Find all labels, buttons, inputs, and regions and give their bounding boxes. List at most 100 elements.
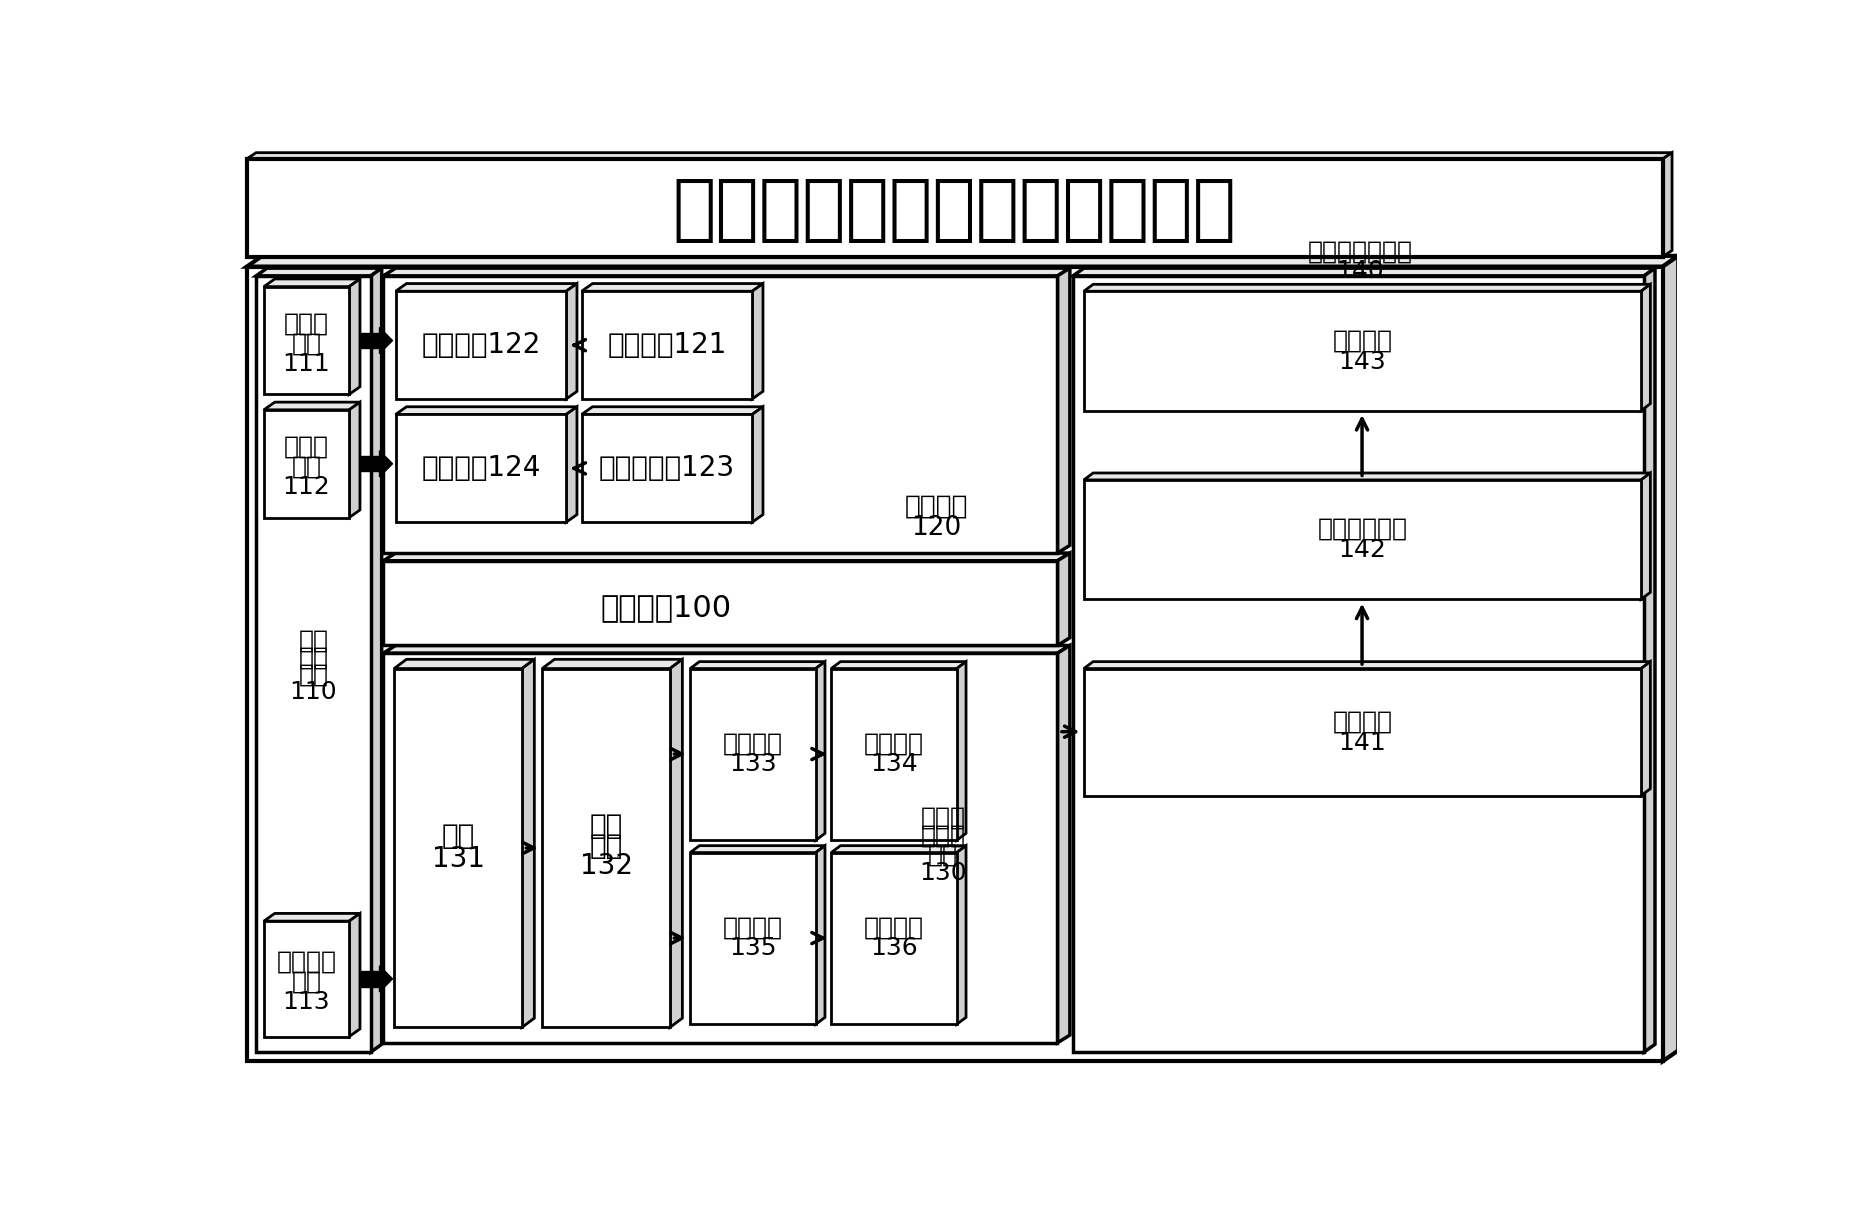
Bar	[246, 267, 1664, 1062]
Bar	[395, 414, 566, 522]
Polygon shape	[753, 407, 764, 522]
Text: 光源模块: 光源模块	[904, 494, 969, 519]
Text: 光纤: 光纤	[291, 455, 322, 478]
Polygon shape	[753, 284, 764, 399]
Text: 控制模块: 控制模块	[1332, 709, 1392, 733]
Polygon shape	[1664, 152, 1673, 256]
Polygon shape	[542, 660, 682, 668]
Polygon shape	[581, 407, 764, 414]
Text: 号采集: 号采集	[920, 824, 965, 848]
Bar	[581, 291, 753, 399]
Polygon shape	[816, 846, 825, 1024]
Polygon shape	[348, 402, 360, 518]
Polygon shape	[380, 451, 393, 477]
Text: 光学信: 光学信	[920, 806, 965, 829]
Bar	[246, 158, 1664, 256]
Polygon shape	[816, 662, 825, 841]
Polygon shape	[1073, 268, 1654, 275]
Text: 光纤: 光纤	[291, 332, 322, 355]
Text: 141: 141	[1338, 731, 1386, 755]
Polygon shape	[348, 279, 360, 395]
Text: 荧光相机: 荧光相机	[864, 732, 924, 756]
Polygon shape	[395, 407, 578, 414]
Polygon shape	[371, 268, 382, 1052]
Text: 激发光源121: 激发光源121	[607, 331, 727, 359]
Polygon shape	[395, 284, 578, 291]
Text: 滤光片三: 滤光片三	[723, 732, 782, 756]
Bar	[360, 971, 380, 987]
Text: 光纤: 光纤	[291, 970, 322, 994]
Polygon shape	[1641, 284, 1651, 411]
Text: 140: 140	[1336, 260, 1384, 283]
Polygon shape	[958, 846, 967, 1024]
Bar	[255, 275, 371, 1052]
Bar	[395, 291, 566, 399]
Bar	[689, 668, 816, 841]
Text: 分光: 分光	[589, 813, 622, 841]
Polygon shape	[265, 279, 360, 286]
Polygon shape	[566, 284, 578, 399]
Text: 滤光片二124: 滤光片二124	[421, 454, 540, 482]
Text: 134: 134	[870, 751, 918, 776]
Polygon shape	[1058, 645, 1069, 1043]
Text: 120: 120	[911, 516, 961, 541]
Polygon shape	[566, 407, 578, 522]
Text: 彩色相机: 彩色相机	[864, 916, 924, 940]
Text: 135: 135	[728, 936, 777, 959]
Bar	[1084, 668, 1641, 796]
Polygon shape	[671, 660, 682, 1027]
Text: 棱镜: 棱镜	[589, 832, 622, 860]
Bar	[1084, 291, 1641, 411]
Text: 143: 143	[1338, 349, 1386, 373]
Text: 可见光: 可见光	[283, 435, 330, 459]
Bar	[689, 853, 816, 1024]
Text: 模块: 模块	[928, 842, 958, 866]
Bar	[360, 333, 380, 348]
Polygon shape	[265, 913, 360, 922]
Text: 滤光片四: 滤光片四	[723, 916, 782, 940]
Text: 控制与处理模块: 控制与处理模块	[1308, 239, 1412, 263]
Text: 132: 132	[579, 853, 633, 881]
Polygon shape	[246, 256, 1679, 267]
Polygon shape	[522, 660, 535, 1027]
Polygon shape	[689, 662, 825, 668]
Text: 内窥: 内窥	[298, 629, 328, 652]
Text: 142: 142	[1338, 539, 1386, 563]
Polygon shape	[1641, 474, 1651, 599]
Polygon shape	[1645, 268, 1654, 1052]
Polygon shape	[384, 553, 1069, 561]
Bar	[265, 922, 348, 1036]
Polygon shape	[384, 268, 1069, 275]
Polygon shape	[384, 645, 1069, 654]
Polygon shape	[380, 327, 393, 354]
Polygon shape	[581, 284, 764, 291]
Polygon shape	[831, 846, 967, 853]
Text: 可见光光源123: 可见光光源123	[598, 454, 734, 482]
Bar	[581, 414, 753, 522]
Text: 111: 111	[283, 352, 330, 376]
Bar	[384, 561, 1058, 645]
Polygon shape	[831, 662, 967, 668]
Bar	[360, 457, 380, 471]
Text: 130: 130	[918, 860, 967, 884]
Text: 131: 131	[432, 844, 484, 872]
Polygon shape	[1084, 284, 1651, 291]
Text: 镜头: 镜头	[298, 646, 328, 669]
Text: 镜头: 镜头	[442, 821, 475, 849]
Polygon shape	[395, 660, 535, 668]
Text: 112: 112	[283, 475, 330, 499]
Text: 显示模块: 显示模块	[1332, 329, 1392, 353]
Polygon shape	[265, 402, 360, 410]
Text: 图像处理模块: 图像处理模块	[1317, 517, 1407, 541]
Bar	[831, 668, 958, 841]
Text: 探测区域100: 探测区域100	[602, 593, 732, 622]
Bar	[395, 668, 522, 1027]
Polygon shape	[1664, 256, 1679, 1062]
Polygon shape	[1084, 474, 1651, 480]
Text: 133: 133	[728, 751, 777, 776]
Bar	[265, 286, 348, 395]
Polygon shape	[1084, 662, 1651, 668]
Text: 滤光片一122: 滤光片一122	[421, 331, 540, 359]
Text: 模块: 模块	[298, 663, 328, 686]
Text: 136: 136	[870, 936, 918, 959]
